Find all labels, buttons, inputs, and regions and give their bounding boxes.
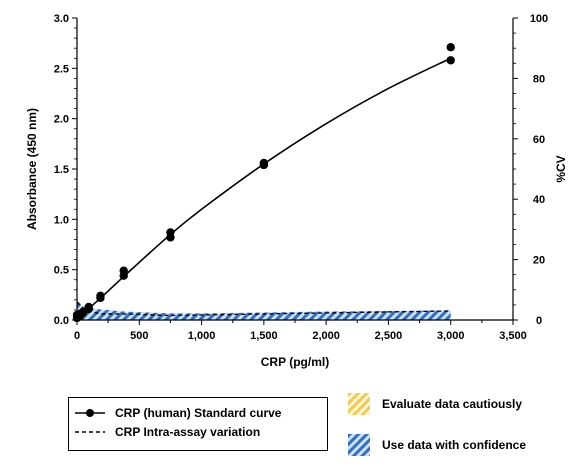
x-tick-label: 500 (130, 330, 148, 342)
x-tick-label: 3,000 (437, 330, 465, 342)
x-tick-label: 1,000 (188, 330, 216, 342)
x-tick-label: 0 (74, 330, 80, 342)
y-tick-label: 1.5 (54, 164, 69, 176)
y-tick-label: 0.0 (54, 315, 69, 327)
standard-curve-point (446, 56, 455, 65)
y-tick-label: 2.5 (54, 63, 69, 75)
legend-entry-intra-assay: CRP Intra-assay variation (69, 423, 260, 441)
legend-label-caution: Evaluate data cautiously (382, 397, 523, 411)
zones-layer (77, 295, 451, 320)
legend-label-standard-curve: CRP (human) Standard curve (115, 406, 282, 420)
legend-entry-standard-curve: CRP (human) Standard curve (69, 404, 281, 422)
legend-entry-confidence: Use data with confidence (348, 434, 526, 456)
labels-layer: 0 500 1,000 1,500 2,000 2,500 3,000 3,500 0.0 0.5… (25, 13, 568, 369)
y2-tick-label: 20 (533, 255, 545, 267)
standard-curve-point (84, 302, 93, 312)
y2-tick-label: 100 (530, 13, 548, 25)
legend-dashed-line-icon (75, 431, 105, 433)
series-legend: CRP (human) Standard curve CRP Intra-ass… (68, 397, 328, 451)
caution-swatch-icon (348, 393, 370, 415)
confidence-zone-area (77, 301, 451, 320)
legend-label-confidence: Use data with confidence (382, 438, 527, 452)
y-tick-label: 3.0 (54, 13, 69, 25)
x-tick-label: 2,000 (312, 330, 340, 342)
legend-label-intra-assay: CRP Intra-assay variation (115, 425, 261, 439)
y2-tick-label: 0 (536, 315, 542, 327)
standard-curve-point (259, 158, 269, 168)
y-tick-label: 1.0 (54, 214, 69, 226)
y2-axis-title: %CV (554, 155, 568, 182)
y-axis-title: Absorbance (450 nm) (25, 108, 39, 230)
intra-assay-line (76, 301, 451, 317)
standard-curve-point (96, 291, 105, 301)
axes-layer (72, 17, 518, 325)
y2-tick-label: 40 (533, 194, 545, 206)
standard-curve-point (446, 42, 455, 52)
standard-curve-point (119, 266, 128, 275)
x-tick-label: 3,500 (499, 330, 527, 342)
legend-solid-line-marker-icon (75, 409, 105, 417)
x-tick-label: 2,500 (375, 330, 403, 342)
series-layer (72, 42, 455, 323)
y2-tick-label: 80 (533, 73, 545, 85)
confidence-swatch-icon (348, 434, 370, 456)
y2-tick-label: 60 (533, 134, 545, 146)
y-tick-label: 0.5 (54, 265, 69, 277)
standard-curve-point (166, 228, 175, 237)
y-tick-label: 2.0 (54, 114, 69, 126)
x-tick-label: 1,500 (250, 330, 278, 342)
x-axis-title: CRP (pg/ml) (261, 355, 329, 369)
legend-entry-caution: Evaluate data cautiously (348, 393, 522, 415)
standard-curve-line (76, 57, 452, 319)
